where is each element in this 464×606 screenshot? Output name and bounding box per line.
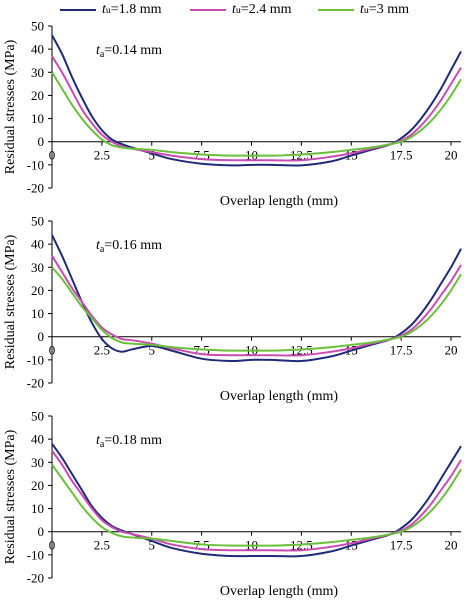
x-tick-label: 5: [149, 538, 156, 553]
y-axis-label: Residual stresses (MPa): [3, 234, 18, 369]
x-tick-label: 2.5: [94, 343, 110, 358]
series-line-3: [51, 266, 462, 352]
x-tick-label: 0: [49, 343, 56, 358]
chart-panel-ta-0-18: 50 40 30 20 10 0 -10 -20 0 2.5 5 7.5 10 12.5 15 17.5 20 t…: [0, 409, 464, 606]
y-tick-label: -10: [27, 157, 44, 172]
y-tick-label: 50: [31, 214, 44, 229]
y-tick-label: -10: [27, 547, 44, 562]
y-tick-label: 0: [38, 329, 45, 344]
y-tick-label: -20: [27, 571, 44, 586]
legend-label-tu-1-8: tu=1.8 mm: [102, 2, 162, 17]
legend-line-tu-1-8: [60, 9, 96, 11]
y-tick-label: 40: [31, 237, 44, 252]
y-tick-label: 0: [38, 524, 45, 539]
x-tick-label: 0: [49, 538, 56, 553]
legend-label-tu-2-4: tu=2.4 mm: [232, 2, 292, 17]
series-line-2: [51, 55, 462, 162]
chart-panel-ta-0-16: 50 40 30 20 10 0 -10 -20 0 2.5 5 7.5 10 12.5 15 17.5 20 t…: [0, 214, 464, 411]
x-tick-label: 2.5: [94, 538, 110, 553]
y-tick-label: 30: [31, 455, 44, 470]
y-tick-label: 10: [31, 501, 44, 516]
x-axis-label: Overlap length (mm): [220, 389, 339, 404]
y-tick-label: -20: [27, 376, 44, 391]
y-tick-label: 0: [38, 134, 45, 149]
y-tick-label: 50: [31, 409, 44, 424]
y-axis-label: Residual stresses (MPa): [3, 39, 18, 174]
x-tick-label: 20: [445, 148, 458, 163]
y-tick-label: 40: [31, 42, 44, 57]
x-tick-label: 5: [149, 343, 156, 358]
x-tick-label: 2.5: [94, 148, 110, 163]
legend-line-tu-2-4: [190, 9, 226, 11]
annotation-ta: ta=0.16 mm: [96, 238, 162, 255]
series-line-2: [51, 450, 462, 552]
y-tick-label: 50: [31, 19, 44, 34]
y-tick-label: -20: [27, 181, 44, 196]
y-tick-label: 20: [31, 478, 44, 493]
series-line-2: [51, 255, 462, 357]
annotation-ta: ta=0.14 mm: [96, 43, 162, 60]
y-tick-label: 30: [31, 260, 44, 275]
y-tick-label: 10: [31, 111, 44, 126]
series-line-3: [51, 71, 462, 157]
x-tick-label: 20: [445, 343, 458, 358]
x-tick-label: 20: [445, 538, 458, 553]
chart-panel-ta-0-14: 50 40 30 20 10 0 -10 -20 0 2.5 5 7.5 10 12.5 15 17.5 20 t…: [0, 19, 464, 216]
y-tick-label: 20: [31, 88, 44, 103]
legend-line-tu-3: [318, 9, 354, 11]
x-tick-label: 0: [49, 148, 56, 163]
series-line-1: [51, 234, 462, 363]
y-tick-label: 20: [31, 283, 44, 298]
x-tick-label: 17.5: [390, 148, 413, 163]
series-line-3: [51, 464, 462, 547]
y-tick-label: 30: [31, 65, 44, 80]
x-tick-label: 5: [149, 148, 156, 163]
x-tick-label: 17.5: [390, 538, 413, 553]
series-line-1: [51, 34, 462, 167]
x-tick-label: 17.5: [390, 343, 413, 358]
y-axis-label: Residual stresses (MPa): [3, 429, 18, 564]
y-tick-label: 40: [31, 432, 44, 447]
legend-label-tu-3: tu=3 mm: [360, 2, 409, 17]
y-tick-label: -10: [27, 352, 44, 367]
annotation-ta: ta=0.18 mm: [96, 433, 162, 450]
x-axis-label: Overlap length (mm): [220, 194, 339, 209]
y-tick-label: 10: [31, 306, 44, 321]
legend: tu=1.8 mm tu=2.4 mm tu=3 mm: [0, 0, 464, 20]
x-axis-label: Overlap length (mm): [220, 584, 339, 599]
series-line-1: [51, 443, 462, 558]
